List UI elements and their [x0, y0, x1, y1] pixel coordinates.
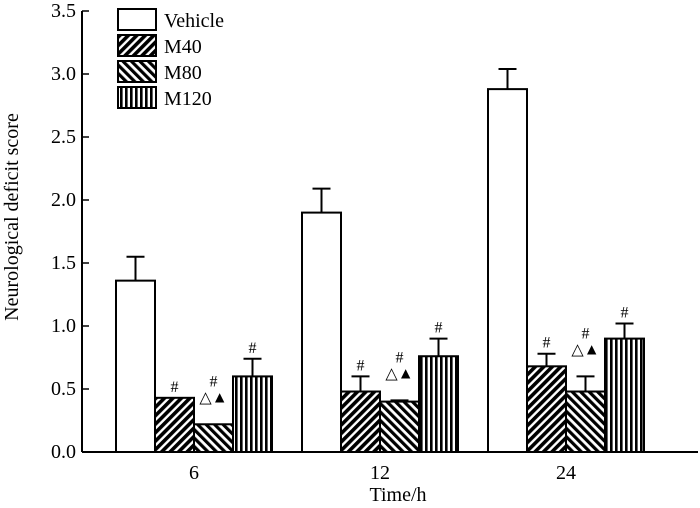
- y-tick-label: 2.0: [51, 189, 76, 211]
- bar-m40-12h: [340, 390, 381, 453]
- significance-marker: #: [435, 320, 443, 337]
- y-axis-label: Neurological deficit score: [1, 113, 23, 321]
- bar-vehicle-24h: [487, 88, 528, 454]
- significance-marker: #: [621, 304, 629, 321]
- x-tick-label: 12: [370, 462, 390, 484]
- bar-m80-12h: [379, 400, 420, 454]
- legend-label-m120: M120: [164, 88, 212, 110]
- bar-vehicle-6h: [115, 279, 156, 454]
- y-tick-label: 1.5: [51, 252, 76, 274]
- y-tick-label: 3.0: [51, 63, 76, 85]
- significance-marker: #: [249, 340, 257, 357]
- x-tick-label: 6: [189, 462, 199, 484]
- bar-m80-24h: [565, 390, 606, 453]
- significance-marker-secondary: △▲: [385, 365, 413, 382]
- bar-m120-12h: [418, 355, 459, 453]
- legend-swatch-m80: [117, 60, 157, 83]
- legend-swatch-vehicle: [117, 8, 157, 31]
- significance-marker-secondary: △▲: [571, 341, 599, 358]
- bar-vehicle-12h: [301, 211, 342, 453]
- bar-m80-6h: [193, 423, 234, 453]
- legend-label-vehicle: Vehicle: [164, 10, 224, 32]
- significance-marker: #: [210, 373, 218, 390]
- significance-marker-secondary: △▲: [199, 389, 227, 406]
- legend-label-m40: M40: [164, 36, 202, 58]
- bar-m120-6h: [232, 375, 273, 453]
- bar-m120-24h: [604, 337, 645, 454]
- bar-m40-24h: [526, 365, 567, 454]
- significance-marker: #: [396, 349, 404, 366]
- legend-swatch-m40: [117, 34, 157, 57]
- y-tick-label: 1.0: [51, 315, 76, 337]
- significance-marker: #: [582, 325, 590, 342]
- significance-marker: #: [357, 357, 365, 374]
- legend-swatch-m120: [117, 86, 157, 109]
- x-axis-label: Time/h: [369, 484, 426, 506]
- significance-marker: #: [171, 379, 179, 396]
- y-tick-label: 0.5: [51, 378, 76, 400]
- y-tick-label: 3.5: [51, 0, 76, 22]
- bar-m40-6h: [154, 396, 195, 454]
- x-tick-label: 24: [556, 462, 576, 484]
- y-tick-label: 2.5: [51, 126, 76, 148]
- legend-label-m80: M80: [164, 62, 202, 84]
- significance-marker: #: [543, 335, 551, 352]
- y-tick-label: 0.0: [51, 441, 76, 463]
